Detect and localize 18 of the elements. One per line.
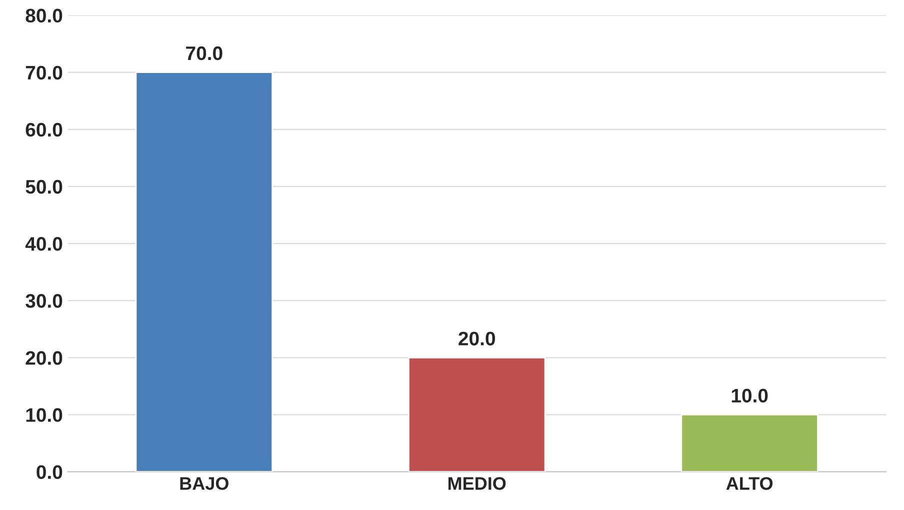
data-label: 70.0 [186, 46, 222, 60]
bar [135, 72, 274, 472]
x-tick-label: BAJO [180, 477, 228, 490]
y-tick-label: 20.0 [26, 351, 62, 365]
y-tick-label: 50.0 [26, 180, 62, 194]
y-tick-label: 70.0 [26, 66, 62, 80]
x-tick-label: MEDIO [448, 477, 506, 490]
bar [680, 414, 818, 472]
y-tick-label: 30.0 [26, 294, 62, 308]
y-tick-label: 10.0 [26, 408, 62, 422]
y-tick-label: 40.0 [25, 236, 62, 251]
y-tick-label: 0.0 [36, 465, 62, 479]
y-tick-label: 80.0 [26, 8, 62, 23]
y-tick-label: 60.0 [26, 122, 62, 137]
data-label: 20.0 [458, 332, 495, 346]
data-label: 10.0 [732, 388, 768, 403]
x-tick-label: ALTO [726, 477, 773, 490]
bar [408, 356, 546, 472]
